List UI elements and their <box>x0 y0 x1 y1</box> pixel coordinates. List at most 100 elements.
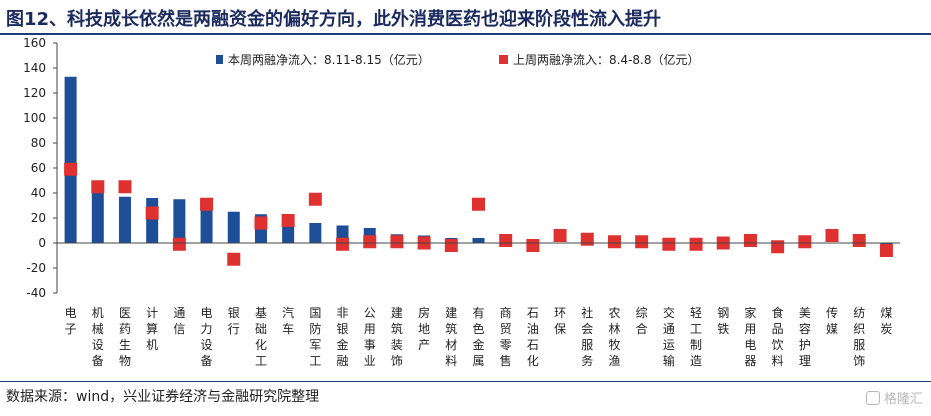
x-category-label: 家用电器 <box>744 305 756 368</box>
x-category-label: 煤炭 <box>880 306 892 336</box>
bar-series <box>64 76 893 245</box>
x-category-label: 钢铁 <box>717 306 729 336</box>
title-divider <box>0 33 931 35</box>
marker-point <box>607 235 621 249</box>
y-tick-label: 40 <box>31 186 46 200</box>
x-category-label: 电力设备 <box>201 306 213 368</box>
bar <box>880 243 893 245</box>
marker-point <box>553 229 567 242</box>
x-category-label: 建筑材料 <box>445 306 457 368</box>
marker-point <box>281 214 295 227</box>
marker-point <box>635 235 649 249</box>
x-category-label: 美容护理 <box>799 306 811 368</box>
marker-point <box>743 234 757 247</box>
source-divider <box>0 381 931 382</box>
y-axis: -40 -20 0 20 40 60 80 100 120 140 160 <box>23 36 58 300</box>
x-category-label: 有色金属 <box>472 306 484 368</box>
legend-bar-label: 本周两融净流入：8.11-8.15（亿元） <box>228 52 430 67</box>
legend-bar-swatch <box>216 55 223 64</box>
y-tick-label: 80 <box>31 136 46 150</box>
x-category-label: 轻工制造 <box>690 306 702 368</box>
marker-point <box>336 237 350 251</box>
marker-point <box>64 162 78 176</box>
bar <box>64 76 77 243</box>
marker-point <box>200 197 214 211</box>
marker-point <box>390 235 404 249</box>
title-bar: 图12、科技成长依然是两融资金的偏好方向，此外消费医药也迎来阶段性流入提升 <box>0 0 931 35</box>
marker-point <box>472 197 485 211</box>
x-axis-labels: 电子 机械设备 医药生物 计算机 通信 电力设备 银行 基础化工 汽车 国防军工 非银金融 公用事业 建… <box>65 305 893 368</box>
watermark-text: 格隆汇 <box>883 392 923 407</box>
x-category-label: 机械设备 <box>92 306 104 368</box>
bar <box>146 198 159 243</box>
marker-point <box>526 239 540 252</box>
y-tick-label: 140 <box>23 61 46 75</box>
bar <box>309 223 322 243</box>
x-category-label: 建筑装饰 <box>391 306 403 368</box>
y-tick-label: 160 <box>23 36 46 50</box>
legend-marker-swatch <box>499 55 508 64</box>
y-tick-label: 20 <box>31 211 46 225</box>
marker-point <box>363 235 377 249</box>
x-category-label: 非银金融 <box>337 306 349 368</box>
bar <box>227 211 240 243</box>
marker-point <box>145 206 159 220</box>
marker-series <box>64 162 893 266</box>
legend: 本周两融净流入：8.11-8.15（亿元） 上周两融净流入：8.4-8.8（亿元… <box>216 52 700 67</box>
x-category-label: 石油石化 <box>527 306 539 368</box>
bar <box>200 209 213 243</box>
x-category-label: 电子 <box>65 306 77 336</box>
x-category-label: 银行 <box>228 306 240 336</box>
source-note: 数据来源：wind，兴业证券经济与金融研究院整理 <box>6 389 320 405</box>
marker-point <box>227 252 241 266</box>
marker-point <box>308 192 322 206</box>
x-category-label: 汽车 <box>282 305 294 336</box>
x-category-label: 环保 <box>554 306 566 336</box>
legend-marker-label: 上周两融净流入：8.4-8.8（亿元） <box>513 52 700 67</box>
x-category-label: 国防军工 <box>309 306 321 368</box>
x-category-label: 商贸零售 <box>500 305 512 368</box>
bar <box>282 224 295 243</box>
x-category-label: 公用事业 <box>364 306 376 368</box>
x-category-label: 社会服务 <box>581 305 593 368</box>
bar <box>118 196 131 243</box>
y-tick-label: -40 <box>26 286 46 300</box>
x-category-label: 农林牧渔 <box>608 306 620 368</box>
x-category-label: 纺织服饰 <box>853 306 865 368</box>
marker-point <box>499 234 513 247</box>
y-tick-label: 60 <box>31 161 46 175</box>
marker-point <box>118 180 132 194</box>
marker-point <box>254 216 268 230</box>
y-tick-label: 0 <box>38 236 46 250</box>
x-category-label: 交通运输 <box>663 305 675 368</box>
marker-point <box>91 180 105 194</box>
x-category-label: 计算机 <box>146 306 158 352</box>
marker-point <box>662 237 676 251</box>
y-tick-label: 100 <box>23 111 46 125</box>
x-category-label: 房地产 <box>418 305 430 352</box>
page-title: 图12、科技成长依然是两融资金的偏好方向，此外消费医药也迎来阶段性流入提升 <box>6 9 662 30</box>
watermark-logo-icon <box>865 391 880 405</box>
x-category-label: 医药生物 <box>119 306 131 368</box>
marker-point <box>879 244 893 257</box>
bar-chart: -40 -20 0 20 40 60 80 100 120 140 160 电子 机械设备 医药生物 计算… <box>23 36 900 368</box>
watermark: 格隆汇 <box>865 388 923 407</box>
marker-point <box>798 235 812 249</box>
marker-point <box>580 232 594 246</box>
x-category-label: 传媒 <box>826 305 838 336</box>
marker-point <box>172 237 186 251</box>
marker-point <box>444 239 458 252</box>
x-category-label: 综合 <box>636 306 648 336</box>
bar <box>472 238 485 243</box>
y-tick-label: 120 <box>23 86 46 100</box>
marker-point <box>852 234 866 247</box>
marker-point <box>689 237 703 251</box>
marker-point <box>771 240 785 254</box>
bar <box>173 199 186 243</box>
y-tick-label: -20 <box>26 261 46 275</box>
x-category-label: 基础化工 <box>255 306 267 368</box>
x-category-label: 食品饮料 <box>772 305 784 368</box>
marker-point <box>825 229 839 242</box>
x-category-label: 通信 <box>173 306 185 336</box>
bar <box>91 191 104 243</box>
